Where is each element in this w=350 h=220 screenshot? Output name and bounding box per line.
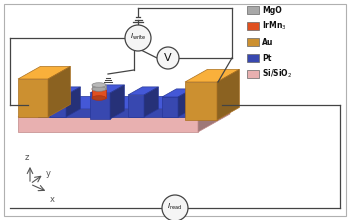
Text: z: z bbox=[25, 153, 29, 162]
Circle shape bbox=[125, 25, 151, 51]
Ellipse shape bbox=[92, 83, 106, 87]
Bar bbox=[247, 54, 259, 62]
Polygon shape bbox=[18, 66, 70, 79]
Polygon shape bbox=[162, 97, 178, 117]
Polygon shape bbox=[217, 69, 239, 120]
Text: $I_{\rm read}$: $I_{\rm read}$ bbox=[167, 202, 183, 212]
Polygon shape bbox=[162, 89, 193, 97]
Bar bbox=[247, 6, 259, 14]
Polygon shape bbox=[50, 87, 80, 95]
Polygon shape bbox=[48, 66, 70, 117]
Text: IrMn$_3$: IrMn$_3$ bbox=[262, 20, 287, 32]
Polygon shape bbox=[66, 87, 81, 117]
Text: $I_{\rm write}$: $I_{\rm write}$ bbox=[130, 32, 146, 42]
Ellipse shape bbox=[92, 87, 106, 91]
Polygon shape bbox=[90, 93, 110, 119]
Ellipse shape bbox=[92, 87, 106, 91]
Bar bbox=[247, 38, 259, 46]
Polygon shape bbox=[18, 99, 230, 117]
Polygon shape bbox=[38, 109, 186, 117]
Text: MgO: MgO bbox=[262, 6, 282, 15]
Polygon shape bbox=[128, 95, 144, 117]
Text: V: V bbox=[164, 53, 172, 63]
Circle shape bbox=[157, 47, 179, 69]
Polygon shape bbox=[144, 87, 159, 117]
Text: x: x bbox=[50, 195, 55, 204]
Polygon shape bbox=[18, 79, 48, 117]
Text: Au: Au bbox=[262, 37, 273, 46]
Polygon shape bbox=[92, 85, 106, 89]
Polygon shape bbox=[90, 85, 124, 93]
Circle shape bbox=[162, 195, 188, 220]
Polygon shape bbox=[92, 89, 106, 98]
Polygon shape bbox=[110, 85, 124, 119]
Polygon shape bbox=[185, 69, 239, 82]
Polygon shape bbox=[186, 96, 208, 117]
Bar bbox=[247, 22, 259, 30]
Text: Si/SiO$_2$: Si/SiO$_2$ bbox=[262, 68, 293, 80]
Polygon shape bbox=[38, 96, 208, 109]
Polygon shape bbox=[178, 89, 193, 117]
Bar bbox=[247, 70, 259, 78]
Text: Pt: Pt bbox=[262, 53, 271, 62]
Polygon shape bbox=[128, 87, 159, 95]
Ellipse shape bbox=[92, 96, 106, 100]
Polygon shape bbox=[18, 117, 198, 132]
Polygon shape bbox=[185, 82, 217, 120]
Text: y: y bbox=[46, 169, 51, 178]
Polygon shape bbox=[198, 99, 230, 132]
Polygon shape bbox=[50, 95, 66, 117]
